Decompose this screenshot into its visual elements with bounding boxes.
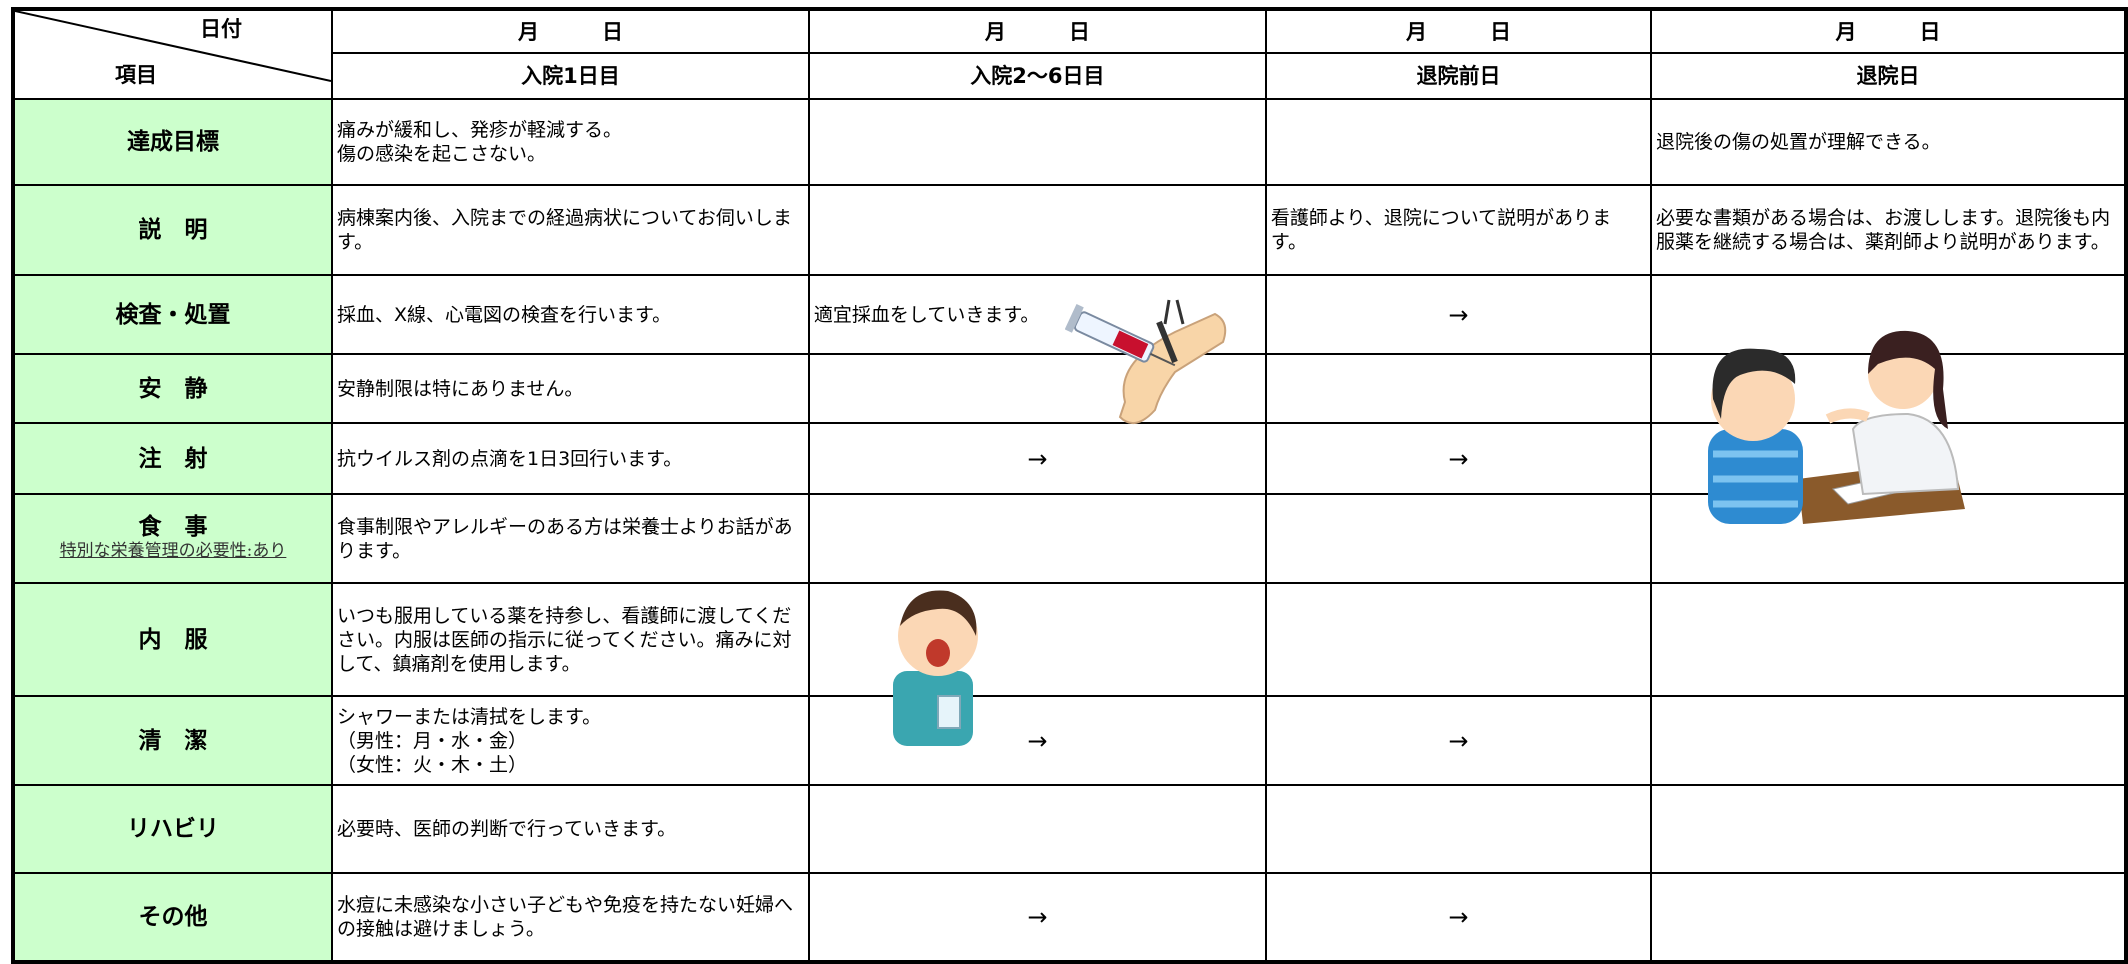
item-cell: リハビリ (12, 784, 333, 874)
item-cell: 説 明 (12, 184, 333, 276)
table-row: 注 射抗ウイルス剤の点滴を1日3回行います。 → → (12, 422, 2127, 495)
schedule-cell: 水痘に未感染な小さい子どもや免疫を持たない妊婦への接触は避けましょう。 (331, 872, 810, 963)
schedule-cell: シャワーまたは清拭をします。 （男性：月・水・金） （女性：火・木・土） (331, 695, 810, 786)
schedule-cell: 必要時、医師の判断で行っていきます。 (331, 784, 810, 874)
schedule-cell: → (807, 695, 1267, 786)
item-label: 食 事 (138, 513, 208, 540)
table-row: 説 明 病棟案内後、入院までの経過病状についてお伺いします。 看護師より、退院につい… (12, 184, 2127, 276)
item-label: 説 明 (138, 217, 208, 243)
item-label: 安 静 (138, 375, 208, 402)
schedule-cell (1650, 353, 2127, 424)
day-cell: 入院1日目 (331, 52, 810, 100)
pathway-table: 日付 項目月 日月 日月 日月 日入院1日目 入院2～6日目 退院前日 退院日 達成目標痛… (11, 7, 2128, 964)
header-row: 入院1日目 入院2～6日目 退院前日 退院日 (13, 52, 2127, 100)
schedule-cell (1650, 695, 2127, 786)
item-cell: 注 射 (12, 422, 333, 495)
table-row: 清 潔シャワーまたは清拭をします。 （男性：月・水・金） （女性：火・木・土） →… (12, 695, 2127, 786)
day-cell: 退院日 (1650, 52, 2127, 100)
date-cell: 月 日 (1264, 7, 1653, 55)
schedule-cell (1264, 493, 1653, 584)
schedule-cell: 痛みが緩和し、発疹が軽減する。 傷の感染を起こさない。 (331, 98, 810, 186)
schedule-cell (807, 353, 1267, 424)
schedule-cell (1264, 353, 1653, 424)
corner-box: 日付項目 (15, 11, 330, 97)
schedule-cell (1264, 98, 1653, 186)
corner-bottom-label: 項目 (115, 63, 157, 87)
schedule-cell: → (807, 422, 1267, 495)
schedule-cell: → (1264, 422, 1653, 495)
table-row: 達成目標 痛みが緩和し、発疹が軽減する。 傷の感染を起こさない。 退院後の傷の処置が… (12, 98, 2127, 186)
schedule-cell (807, 98, 1267, 186)
item-cell: 達成目標 (12, 98, 333, 186)
schedule-cell (807, 784, 1267, 874)
item-cell: その他 (12, 872, 333, 963)
item-label: 達成目標 (127, 129, 219, 155)
schedule-cell (1650, 582, 2127, 697)
schedule-cell: 退院後の傷の処置が理解できる。 (1650, 98, 2127, 186)
item-label: その他 (138, 904, 208, 930)
schedule-cell (1650, 493, 2127, 584)
schedule-cell (1650, 784, 2127, 874)
item-label: 注 射 (138, 445, 208, 472)
schedule-cell: 病棟案内後、入院までの経過病状についてお伺いします。 (331, 184, 810, 276)
schedule-cell: → (1264, 695, 1653, 786)
schedule-cell: → (1264, 872, 1653, 963)
schedule-cell: 必要な書類がある場合は、お渡しします。退院後も内服薬を継続する場合は、薬剤師より… (1650, 184, 2127, 276)
item-label: 検査・処置 (115, 301, 231, 328)
schedule-cell: 採血、X線、心電図の検査を行います。 (331, 274, 810, 355)
table-row: 食 事特別な栄養管理の必要性:あり 食事制限やアレルギーのある方は栄養士よりお話が… (12, 493, 2127, 584)
schedule-cell: 看護師より、退院について説明があります。 (1264, 184, 1653, 276)
item-cell: 安 静 (12, 353, 333, 424)
table-row: 検査・処置 採血、X線、心電図の検査を行います。 適宜採血をしていきます。 → (12, 274, 2127, 355)
date-cell: 月 日 (1650, 7, 2127, 55)
schedule-cell (1650, 422, 2127, 495)
schedule-cell: 安静制限は特にありません。 (331, 353, 810, 424)
item-label: 清 潔 (138, 727, 208, 754)
table-row: その他 水痘に未感染な小さい子どもや免疫を持たない妊婦への接触は避けましょう。 → → (12, 872, 2127, 963)
schedule-cell (1264, 784, 1653, 874)
schedule-cell (1650, 872, 2127, 963)
table-row: 内 服 いつも服用している薬を持参し、看護師に渡してください。内服は医師の指示に従… (12, 582, 2127, 697)
item-label: リハビリ (127, 816, 219, 842)
table-row: リハビリ 必要時、医師の判断で行っていきます。 (12, 784, 2127, 874)
schedule-cell (1650, 274, 2127, 355)
item-cell: 検査・処置 (12, 274, 333, 355)
corner-top-label: 日付 (200, 17, 242, 41)
schedule-cell: → (1264, 274, 1653, 355)
schedule-cell (807, 184, 1267, 276)
day-cell: 退院前日 (1264, 52, 1653, 100)
schedule-cell: いつも服用している薬を持参し、看護師に渡してください。内服は医師の指示に従ってく… (331, 582, 810, 697)
date-cell: 月 日 (331, 7, 810, 55)
schedule-cell: → (807, 872, 1267, 963)
item-cell: 内 服 (12, 582, 333, 697)
header-row: 日付 項目月 日月 日月 日月 日 (12, 7, 2127, 100)
day-cell: 入院2～6日目 (807, 52, 1267, 100)
item-cell: 食 事特別な栄養管理の必要性:あり (12, 493, 333, 584)
schedule-cell: 抗ウイルス剤の点滴を1日3回行います。 (331, 422, 810, 495)
item-label: 内 服 (138, 626, 208, 653)
schedule-cell (807, 493, 1267, 584)
schedule-cell: 食事制限やアレルギーのある方は栄養士よりお話があります。 (331, 493, 810, 584)
table-body: 日付 項目月 日月 日月 日月 日入院1日目 入院2～6日目 退院前日 退院日 達成目標痛… (12, 7, 2127, 963)
corner-diagonal (15, 11, 330, 82)
corner-cell: 日付項目 (12, 8, 333, 100)
item-cell: 清 潔 (12, 695, 333, 786)
date-cell: 月 日 (807, 7, 1267, 55)
schedule-cell (807, 582, 1267, 697)
pathway-sheet: 日付 項目月 日月 日月 日月 日入院1日目 入院2～6日目 退院前日 退院日 達成目標痛… (11, 7, 2128, 964)
schedule-cell: 適宜採血をしていきます。 (807, 274, 1267, 355)
schedule-cell (1264, 582, 1653, 697)
table-row: 安 静 安静制限は特にありません。 (12, 353, 2127, 424)
item-note: 特別な栄養管理の必要性:あり (59, 540, 287, 561)
